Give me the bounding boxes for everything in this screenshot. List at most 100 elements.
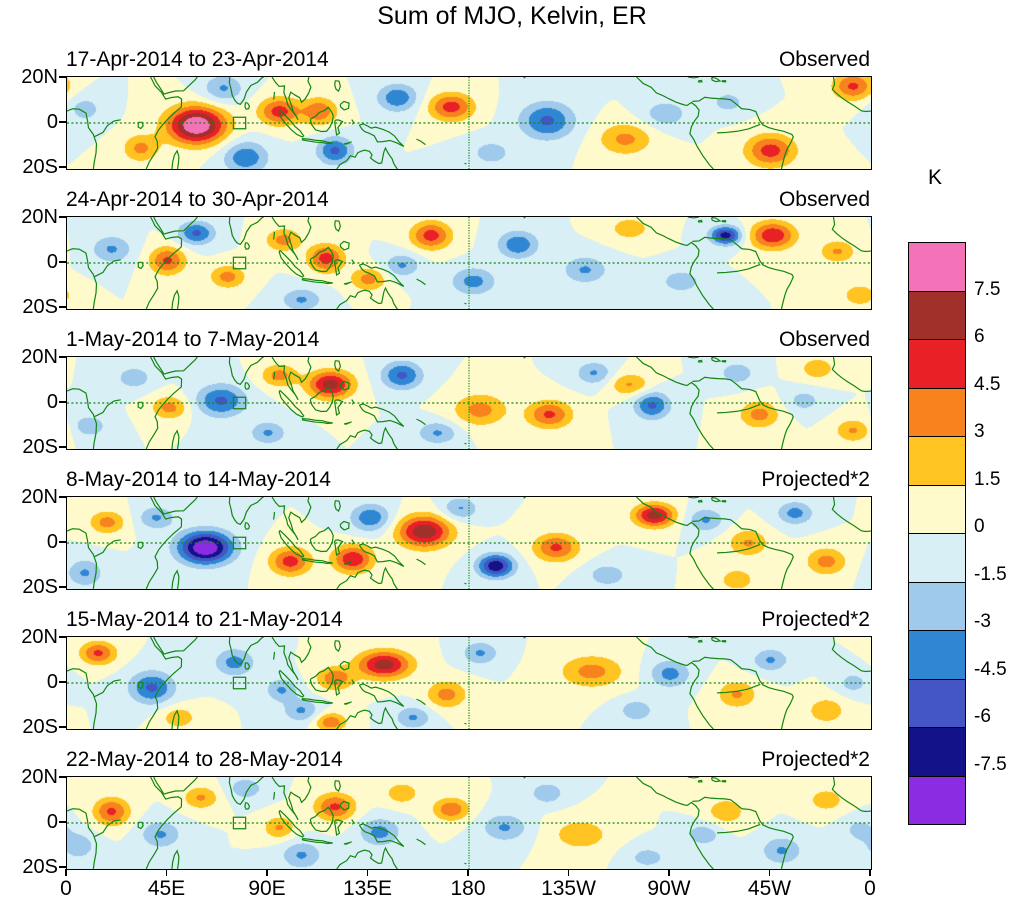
y-tick-label-0: 0: [46, 251, 58, 273]
coastlines: [67, 357, 871, 449]
coastline: [340, 801, 349, 810]
map-area: [66, 636, 872, 730]
coastline: [722, 361, 726, 362]
colorbar-unit-label: K: [928, 166, 943, 189]
colorbar: K 7.5 6 4.5 3 1.5 0 -1.5 -3 -4.5 -6 -7.5: [908, 160, 1024, 880]
coastline: [154, 637, 198, 654]
coastline: [337, 848, 398, 869]
colorbar-cell: [909, 340, 965, 389]
coastline: [138, 682, 143, 688]
coastline: [302, 419, 333, 424]
coastline: [722, 641, 726, 642]
y-tick-mark: [59, 681, 66, 683]
y-tick-label-0: 0: [46, 811, 58, 833]
y-tick-mark: [59, 261, 66, 263]
colorbar-cell: [909, 679, 965, 728]
coastline: [722, 501, 726, 502]
coastlines: [67, 777, 871, 869]
coastline: [154, 217, 198, 234]
panel-source-label: Observed: [778, 48, 870, 71]
coastline: [717, 824, 760, 833]
map-area: [66, 776, 872, 870]
coastline: [229, 77, 263, 104]
coastline: [337, 708, 398, 729]
panel-header: 15-May-2014 to 21-May-2014 Projected*2: [66, 606, 870, 634]
coastline: [302, 699, 333, 704]
colorbar-tick-label: 7.5: [974, 278, 1001, 300]
colorbar-cell: [909, 437, 965, 486]
coastline: [465, 583, 467, 584]
y-tick-mark: [59, 726, 66, 728]
coastline: [688, 637, 699, 638]
coastline: [340, 521, 349, 530]
coastline-overlay: [67, 637, 871, 729]
coastline: [279, 810, 304, 837]
coastline: [310, 247, 333, 271]
y-tick-label-20s: 20S: [22, 436, 58, 458]
y-tick-label-20n: 20N: [21, 346, 58, 368]
colorbar-cell: [909, 485, 965, 534]
coastline: [722, 221, 726, 222]
map-area: [66, 496, 872, 590]
coastline: [272, 777, 311, 820]
coastline: [712, 777, 720, 781]
coastlines: [67, 497, 871, 589]
panel-source-label: Projected*2: [761, 608, 870, 631]
coastline: [344, 422, 352, 424]
x-tick-label: 90W: [647, 877, 691, 900]
y-tick-label-20n: 20N: [21, 206, 58, 228]
panel-source-label: Projected*2: [761, 748, 870, 771]
y-tick-label-20n: 20N: [21, 626, 58, 648]
coastline: [352, 120, 354, 125]
coastline: [67, 809, 96, 869]
colorbar-tick-label: -6: [974, 706, 991, 727]
y-tick-mark: [59, 586, 66, 588]
coastline: [67, 249, 96, 309]
gridlines: [67, 357, 871, 449]
coastline: [688, 777, 699, 778]
coastline: [717, 124, 760, 133]
panel-date-range: 1-May-2014 to 7-May-2014: [66, 328, 320, 351]
colorbar-tick-label: 0: [974, 516, 985, 537]
coastline: [95, 820, 121, 837]
coastline: [417, 419, 426, 425]
y-tick-mark: [59, 216, 66, 218]
coastline: [359, 824, 403, 847]
coastline: [637, 217, 714, 309]
coastline: [279, 670, 304, 697]
coastline: [245, 103, 249, 110]
coastline: [67, 389, 96, 449]
coastline: [138, 122, 143, 128]
y-tick-label-20n: 20N: [21, 766, 58, 788]
coastline: [344, 702, 352, 704]
coastline: [172, 571, 179, 589]
coastline: [692, 97, 793, 169]
region-marker-box: [233, 257, 245, 269]
coastline: [417, 699, 426, 705]
coastline: [417, 559, 426, 565]
panel-source-label: Projected*2: [761, 468, 870, 491]
coastline: [146, 497, 181, 589]
coastline: [335, 361, 341, 371]
x-tick-mark: [65, 869, 67, 876]
y-tick-mark: [59, 496, 66, 498]
panel-header: 22-May-2014 to 28-May-2014 Projected*2: [66, 746, 870, 774]
coastline: [335, 680, 343, 695]
y-tick-mark: [59, 356, 66, 358]
coastline: [637, 777, 714, 869]
coastline: [344, 282, 352, 284]
coastline: [172, 851, 179, 869]
panel-date-range: 17-Apr-2014 to 23-Apr-2014: [66, 48, 329, 71]
coastline: [337, 288, 398, 309]
colorbar-tick-label: 3: [974, 421, 985, 442]
map-panel: 1-May-2014 to 7-May-2014 Observed 20N 0 …: [0, 326, 890, 458]
y-tick-mark: [59, 166, 66, 168]
coastline: [274, 652, 275, 660]
coastline: [279, 110, 304, 137]
coastline: [245, 663, 249, 670]
x-tick-mark: [266, 869, 268, 876]
y-tick-mark: [59, 541, 66, 543]
colorbar-cell: [909, 243, 965, 292]
coastline: [692, 797, 793, 869]
region-marker-box: [233, 677, 245, 689]
